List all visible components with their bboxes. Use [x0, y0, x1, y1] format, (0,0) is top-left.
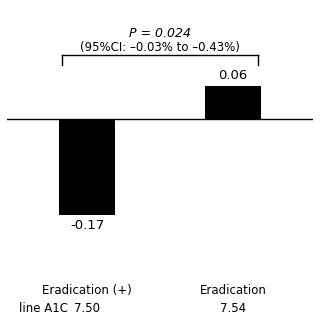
Text: Eradication: Eradication	[199, 284, 266, 297]
Text: 7.54: 7.54	[220, 302, 246, 315]
Text: 0.06: 0.06	[218, 69, 247, 82]
Text: Eradication (+): Eradication (+)	[42, 284, 132, 297]
Text: (95%CI: –0.03% to –0.43%): (95%CI: –0.03% to –0.43%)	[80, 41, 240, 54]
Text: P = 0.024: P = 0.024	[129, 27, 191, 40]
Text: line A1C: line A1C	[19, 302, 68, 315]
Bar	[205, 86, 260, 119]
Text: 7.50: 7.50	[74, 302, 100, 315]
Text: -0.17: -0.17	[70, 219, 104, 232]
Bar	[60, 119, 115, 215]
